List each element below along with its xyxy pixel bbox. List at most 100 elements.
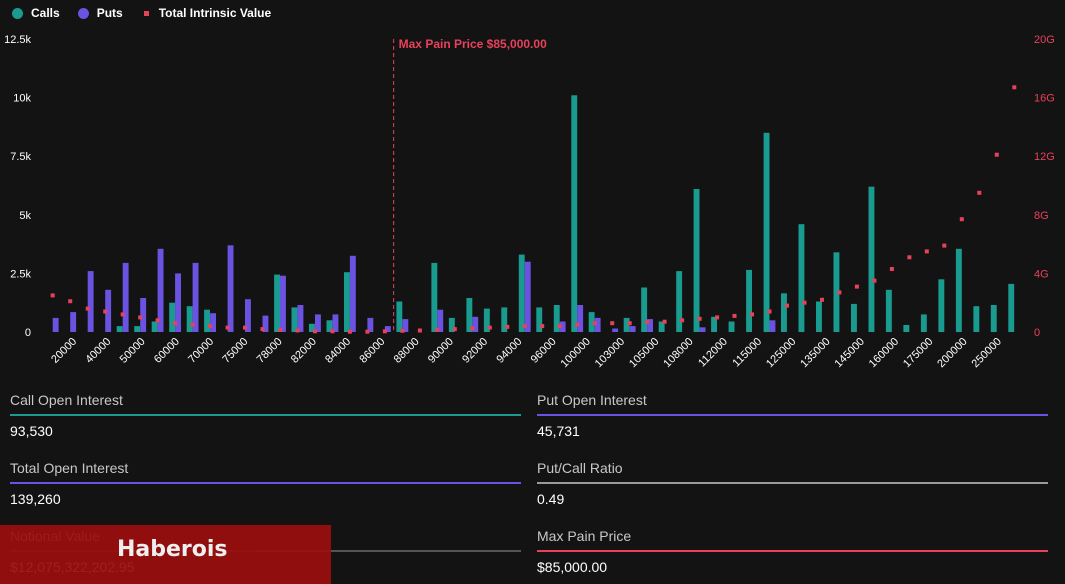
stat-value: 45,731 — [537, 423, 580, 439]
put-bar — [349, 255, 356, 332]
stat-divider — [537, 414, 1048, 416]
intrinsic-value-point — [190, 322, 195, 327]
call-bar — [326, 320, 333, 332]
call-bar — [344, 272, 350, 332]
intrinsic-value-point — [959, 217, 964, 222]
legend-item-tiv[interactable]: Total Intrinsic Value — [141, 6, 271, 20]
call-bar — [851, 303, 857, 332]
intrinsic-value-point — [837, 290, 842, 295]
put-bar — [367, 317, 374, 332]
put-bar — [315, 314, 321, 332]
y-left-tick-label: 7.5k — [10, 151, 31, 163]
call-bar — [693, 189, 700, 332]
x-tick-label: 108000 — [661, 336, 695, 370]
intrinsic-value-point — [85, 306, 90, 311]
stat-divider — [10, 482, 521, 484]
intrinsic-value-point — [330, 329, 335, 334]
put-bar — [472, 316, 479, 332]
call-bar — [483, 308, 490, 332]
max-pain-annotation: Max Pain Price $85,000.00 — [399, 37, 547, 51]
intrinsic-value-point — [697, 316, 702, 321]
x-tick-label: 86000 — [357, 336, 387, 366]
put-bar — [87, 271, 94, 332]
y-right-tick-label: 8G — [1034, 210, 1049, 222]
intrinsic-value-point — [540, 324, 545, 329]
put-bar — [612, 328, 619, 332]
x-tick-label: 103000 — [593, 336, 627, 370]
call-bar — [501, 307, 508, 332]
x-tick-label: 94000 — [494, 336, 524, 366]
y-left-tick-label: 12.5k — [4, 34, 31, 46]
call-bar — [186, 306, 193, 332]
x-tick-label: 88000 — [392, 336, 422, 366]
intrinsic-value-point — [260, 327, 265, 332]
x-tick-label: 82000 — [289, 336, 319, 366]
x-tick-label: 96000 — [529, 336, 559, 366]
put-bar — [524, 261, 531, 332]
y-left-tick-label: 0 — [25, 327, 31, 339]
intrinsic-value-point — [889, 267, 894, 271]
x-tick-label: 40000 — [83, 336, 113, 366]
x-tick-label: 75000 — [220, 336, 250, 366]
put-bar — [402, 319, 409, 332]
put-bar — [437, 309, 444, 332]
legend-label-puts: Puts — [96, 6, 123, 20]
stat-label: Put/Call Ratio — [537, 460, 623, 476]
x-tick-label: 84000 — [323, 336, 353, 366]
intrinsic-value-point — [470, 326, 475, 331]
intrinsic-value-point — [382, 329, 387, 334]
y-right-tick-label: 0 — [1034, 327, 1040, 339]
put-bar — [175, 273, 181, 332]
x-tick-label: 160000 — [867, 336, 901, 370]
intrinsic-value-point — [854, 284, 859, 289]
intrinsic-value-point — [575, 322, 580, 327]
call-bar — [588, 312, 595, 332]
watermark-logo: Haberois — [117, 537, 228, 562]
call-bar — [868, 186, 875, 332]
call-bar — [658, 321, 665, 332]
legend-label-tiv: Total Intrinsic Value — [158, 6, 272, 20]
call-bar — [973, 306, 980, 332]
call-bar — [431, 262, 438, 332]
call-bar — [309, 323, 315, 332]
intrinsic-value-point — [610, 321, 615, 326]
legend-item-puts[interactable]: Puts — [77, 6, 123, 20]
call-bar — [920, 314, 927, 332]
y-right-tick-label: 12G — [1034, 151, 1055, 163]
legend-label-calls: Calls — [31, 6, 60, 20]
y-right-tick-label: 20G — [1034, 34, 1055, 46]
call-bar — [728, 321, 735, 332]
put-bar — [227, 245, 234, 332]
intrinsic-value-point — [400, 328, 405, 333]
intrinsic-value-point — [68, 299, 73, 304]
stat-divider — [537, 482, 1048, 484]
stat-label: Total Open Interest — [10, 460, 129, 476]
intrinsic-value-point — [103, 309, 108, 314]
stat-max-pain-price: Max Pain Price $85,000.00 — [537, 528, 1048, 575]
put-bar — [699, 327, 706, 332]
intrinsic-value-point — [872, 278, 877, 283]
y-left-tick-label: 2.5k — [10, 268, 31, 280]
stat-divider — [537, 550, 1048, 552]
stat-value: 139,260 — [10, 491, 61, 507]
call-bar — [396, 301, 403, 332]
put-bar — [577, 305, 584, 332]
intrinsic-value-point — [295, 328, 300, 333]
put-bar — [192, 262, 199, 332]
y-right-tick-label: 16G — [1034, 93, 1055, 105]
call-bar — [763, 132, 770, 332]
intrinsic-value-point — [592, 321, 597, 326]
put-bar — [52, 317, 59, 332]
x-tick-label: 115000 — [730, 336, 764, 370]
x-tick-label: 60000 — [152, 336, 182, 366]
intrinsic-value-point — [347, 329, 352, 334]
x-tick-label: 20000 — [49, 336, 79, 366]
call-bar — [781, 293, 787, 332]
put-bar — [559, 321, 566, 332]
call-bar — [169, 302, 176, 332]
intrinsic-value-point — [505, 324, 510, 329]
legend-item-calls[interactable]: Calls — [12, 6, 60, 20]
intrinsic-value-point — [243, 325, 247, 330]
intrinsic-value-point — [785, 303, 789, 308]
call-bar — [1008, 283, 1015, 332]
